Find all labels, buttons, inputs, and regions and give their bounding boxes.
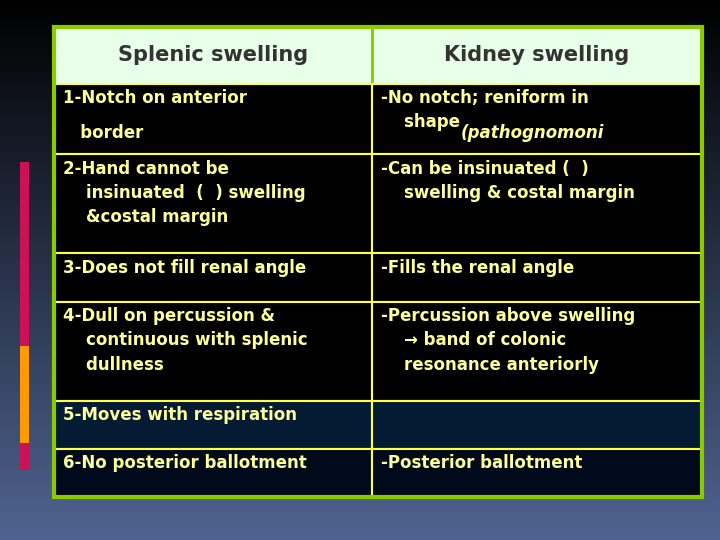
Bar [54,27,702,497]
Bar [372,253,702,301]
Bar [54,27,372,84]
Text: border: border [63,124,156,143]
Bar [372,449,702,497]
Text: 2-Hand cannot be
    insinuated  (  ) swelling
    &costal margin: 2-Hand cannot be insinuated ( ) swelling… [63,160,306,226]
Bar [20,162,29,470]
Text: -Fills the renal angle: -Fills the renal angle [381,259,574,277]
Bar [20,346,29,443]
Bar [54,449,372,497]
Bar [54,84,372,154]
Text: 4-Dull on percussion &
    continuous with splenic
    dullness: 4-Dull on percussion & continuous with s… [63,307,308,374]
Text: Kidney swelling: Kidney swelling [444,45,629,65]
Text: -Can be insinuated (  )
    swelling & costal margin: -Can be insinuated ( ) swelling & costal… [381,160,635,202]
Bar [372,84,702,154]
Text: (pathognomoni: (pathognomoni [460,124,604,143]
Bar [54,253,372,301]
Text: 1-Notch on anterior: 1-Notch on anterior [63,89,248,107]
Bar [372,27,702,84]
Text: Splenic swelling: Splenic swelling [117,45,308,65]
Text: 6-No posterior ballotment: 6-No posterior ballotment [63,454,307,472]
Text: -Percussion above swelling
    → band of colonic
    resonance anteriorly: -Percussion above swelling → band of col… [381,307,635,374]
Bar [372,401,702,449]
Bar [372,154,702,253]
Bar [54,401,372,449]
Bar [54,301,372,401]
Text: 5-Moves with respiration: 5-Moves with respiration [63,406,297,424]
Text: -No notch; reniform in
    shape: -No notch; reniform in shape [381,89,589,131]
Bar [54,154,372,253]
Text: -Posterior ballotment: -Posterior ballotment [381,454,582,472]
Bar [372,301,702,401]
Text: 3-Does not fill renal angle: 3-Does not fill renal angle [63,259,307,277]
